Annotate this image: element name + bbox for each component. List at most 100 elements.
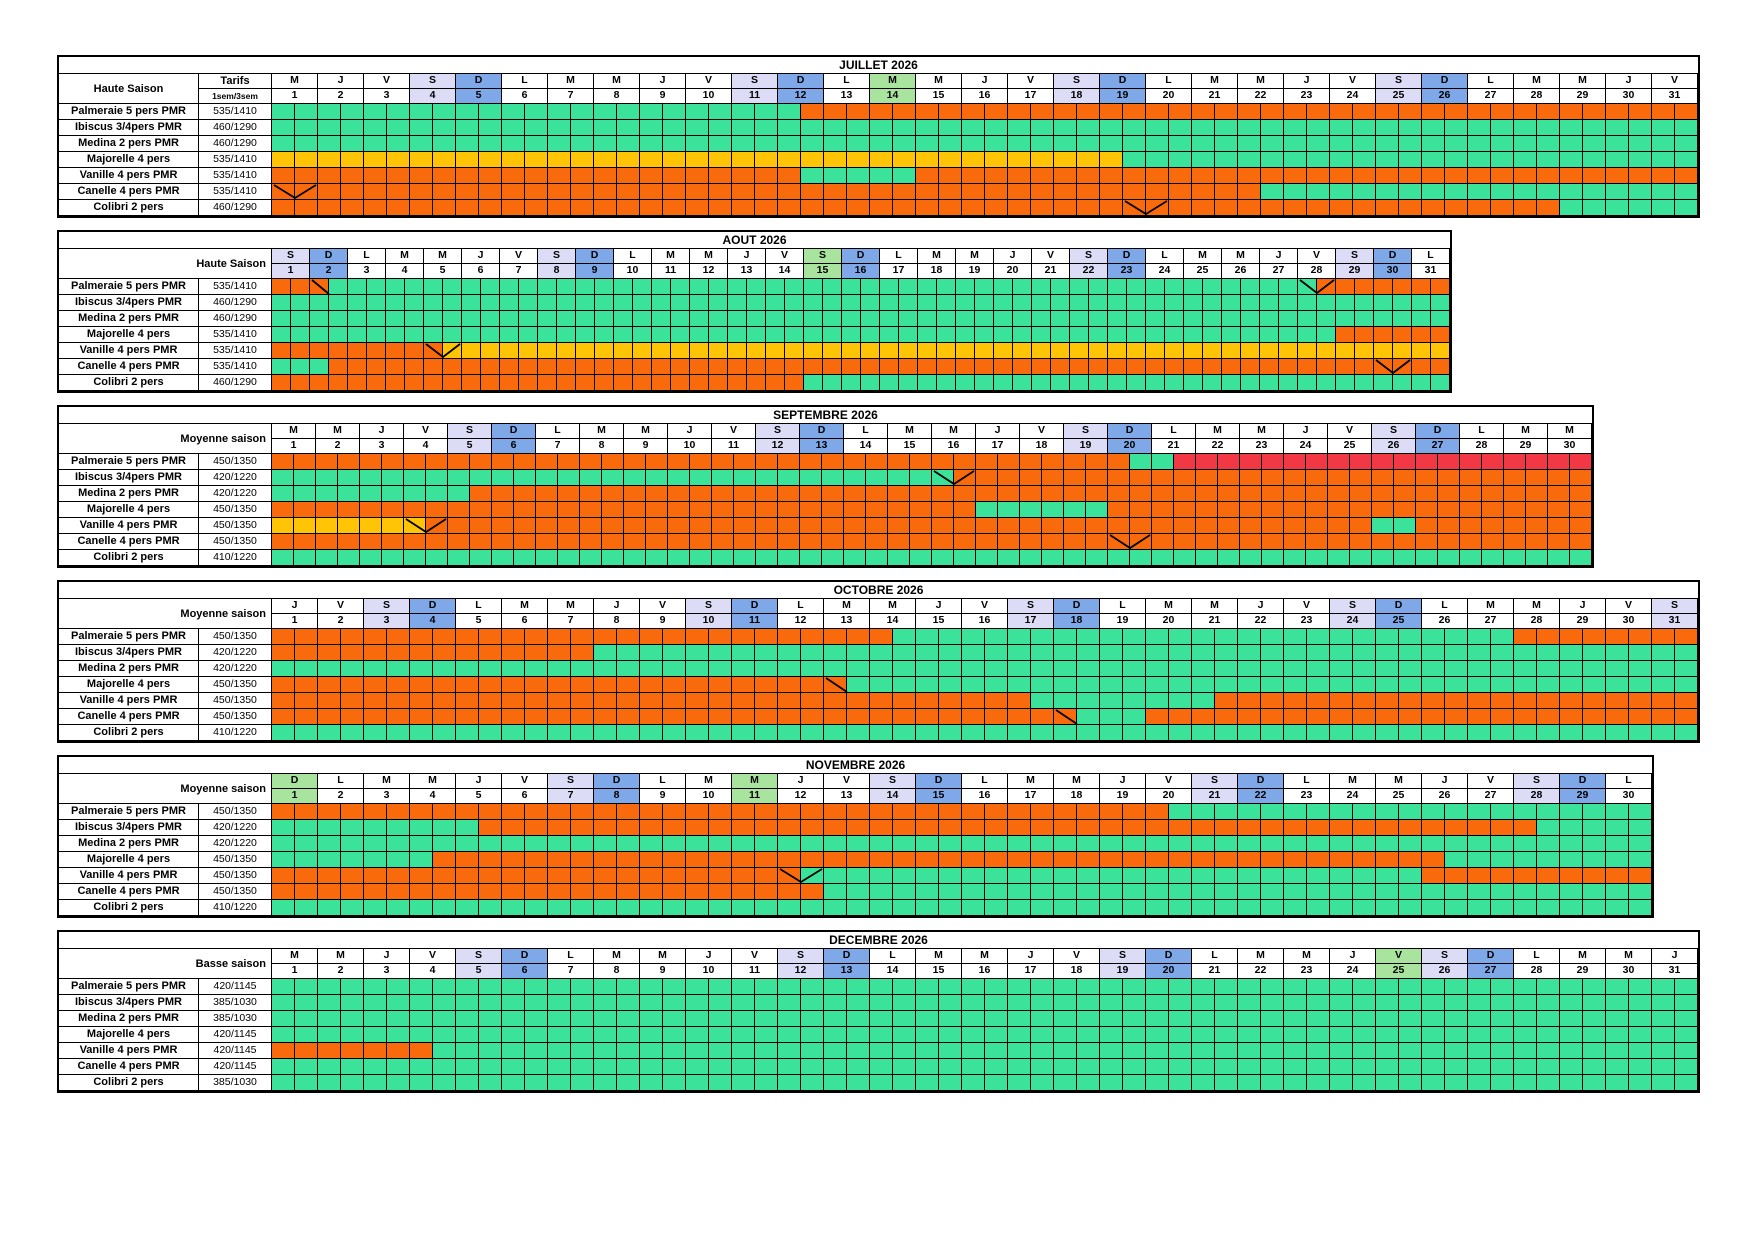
availability-half-cell-day9b[interactable] <box>663 820 686 836</box>
availability-half-cell-day7b[interactable] <box>571 1075 594 1091</box>
availability-half-cell-day17b[interactable] <box>1031 804 1054 820</box>
availability-half-cell-day22a[interactable] <box>1196 486 1218 502</box>
availability-half-cell-day22a[interactable] <box>1238 1011 1261 1027</box>
availability-half-cell-day8b[interactable] <box>617 995 640 1011</box>
availability-half-cell-day16b[interactable] <box>985 1027 1008 1043</box>
availability-half-cell-day14b[interactable] <box>866 502 888 518</box>
availability-half-cell-day30b[interactable] <box>1570 454 1592 470</box>
availability-half-cell-day11b[interactable] <box>755 200 778 216</box>
availability-half-cell-day13b[interactable] <box>847 868 870 884</box>
availability-half-cell-day22b[interactable] <box>1261 168 1284 184</box>
availability-half-cell-day2a[interactable] <box>318 995 341 1011</box>
availability-half-cell-day19a[interactable] <box>1100 995 1123 1011</box>
availability-half-cell-day14a[interactable] <box>870 836 893 852</box>
availability-half-cell-day5a[interactable] <box>456 820 479 836</box>
availability-half-cell-day2a[interactable] <box>318 629 341 645</box>
availability-half-cell-day30a[interactable] <box>1374 359 1393 375</box>
availability-half-cell-day4a[interactable] <box>410 184 433 200</box>
availability-half-cell-day2a[interactable] <box>318 136 341 152</box>
availability-half-cell-day13b[interactable] <box>847 900 870 916</box>
availability-half-cell-day4a[interactable] <box>410 645 433 661</box>
availability-half-cell-day10a[interactable] <box>686 852 709 868</box>
availability-half-cell-day11b[interactable] <box>755 884 778 900</box>
availability-half-cell-day7a[interactable] <box>548 820 571 836</box>
availability-half-cell-day20a[interactable] <box>1146 1075 1169 1091</box>
availability-half-cell-day12a[interactable] <box>778 868 801 884</box>
availability-half-cell-day25a[interactable] <box>1184 279 1203 295</box>
availability-half-cell-day18a[interactable] <box>1054 136 1077 152</box>
availability-half-cell-day17b[interactable] <box>998 502 1020 518</box>
availability-half-cell-day20a[interactable] <box>994 375 1013 391</box>
availability-half-cell-day29a[interactable] <box>1560 693 1583 709</box>
availability-half-cell-day30b[interactable] <box>1629 1011 1652 1027</box>
availability-half-cell-day28a[interactable] <box>1514 725 1537 741</box>
availability-half-cell-day25b[interactable] <box>1399 1075 1422 1091</box>
availability-half-cell-day7b[interactable] <box>571 725 594 741</box>
availability-half-cell-day15b[interactable] <box>939 677 962 693</box>
availability-half-cell-day1a[interactable] <box>272 836 295 852</box>
availability-half-cell-day26b[interactable] <box>1445 1043 1468 1059</box>
availability-half-cell-day15b[interactable] <box>939 200 962 216</box>
availability-half-cell-day25a[interactable] <box>1376 1043 1399 1059</box>
availability-half-cell-day4a[interactable] <box>410 836 433 852</box>
availability-half-cell-day5a[interactable] <box>448 486 470 502</box>
availability-half-cell-day14a[interactable] <box>844 486 866 502</box>
availability-half-cell-day7a[interactable] <box>536 470 558 486</box>
availability-half-cell-day19b[interactable] <box>1123 152 1146 168</box>
availability-half-cell-day17b[interactable] <box>1031 693 1054 709</box>
availability-half-cell-day2a[interactable] <box>318 1043 341 1059</box>
availability-half-cell-day21b[interactable] <box>1215 104 1238 120</box>
availability-half-cell-day12a[interactable] <box>778 693 801 709</box>
availability-half-cell-day3a[interactable] <box>348 343 367 359</box>
availability-half-cell-day18b[interactable] <box>1077 104 1100 120</box>
availability-half-cell-day14b[interactable] <box>893 120 916 136</box>
availability-half-cell-day3a[interactable] <box>364 104 387 120</box>
availability-half-cell-day1a[interactable] <box>272 1059 295 1075</box>
availability-half-cell-day10a[interactable] <box>686 200 709 216</box>
availability-half-cell-day27a[interactable] <box>1468 104 1491 120</box>
availability-half-cell-day1b[interactable] <box>291 359 310 375</box>
availability-half-cell-day7a[interactable] <box>500 375 519 391</box>
availability-half-cell-day1a[interactable] <box>272 884 295 900</box>
availability-half-cell-day8a[interactable] <box>594 709 617 725</box>
availability-half-cell-day13a[interactable] <box>824 693 847 709</box>
availability-half-cell-day3b[interactable] <box>387 1027 410 1043</box>
availability-half-cell-day2a[interactable] <box>310 375 329 391</box>
availability-half-cell-day4a[interactable] <box>404 502 426 518</box>
availability-half-cell-day19b[interactable] <box>1086 550 1108 566</box>
availability-half-cell-day15a[interactable] <box>916 104 939 120</box>
availability-half-cell-day3b[interactable] <box>387 1011 410 1027</box>
availability-half-cell-day6a[interactable] <box>462 295 481 311</box>
availability-half-cell-day18b[interactable] <box>1077 868 1100 884</box>
availability-half-cell-day20a[interactable] <box>1146 725 1169 741</box>
availability-half-cell-day29a[interactable] <box>1560 1043 1583 1059</box>
availability-half-cell-day5a[interactable] <box>448 470 470 486</box>
availability-half-cell-day3b[interactable] <box>382 518 404 534</box>
availability-half-cell-day3b[interactable] <box>382 486 404 502</box>
availability-half-cell-day12a[interactable] <box>778 629 801 645</box>
availability-half-cell-day2b[interactable] <box>338 534 360 550</box>
availability-half-cell-day20b[interactable] <box>1169 804 1192 820</box>
availability-half-cell-day7a[interactable] <box>536 486 558 502</box>
availability-half-cell-day6b[interactable] <box>525 979 548 995</box>
availability-half-cell-day9b[interactable] <box>646 502 668 518</box>
availability-half-cell-day12b[interactable] <box>801 1075 824 1091</box>
availability-half-cell-day1b[interactable] <box>295 836 318 852</box>
availability-half-cell-day29b[interactable] <box>1583 884 1606 900</box>
availability-half-cell-day8b[interactable] <box>617 677 640 693</box>
availability-half-cell-day10b[interactable] <box>709 884 732 900</box>
availability-half-cell-day28a[interactable] <box>1514 1043 1537 1059</box>
availability-half-cell-day31b[interactable] <box>1675 152 1698 168</box>
availability-half-cell-day4a[interactable] <box>410 1027 433 1043</box>
availability-half-cell-day1b[interactable] <box>295 677 318 693</box>
availability-half-cell-day10a[interactable] <box>614 375 633 391</box>
availability-half-cell-day29a[interactable] <box>1560 184 1583 200</box>
availability-half-cell-day29b[interactable] <box>1583 645 1606 661</box>
availability-half-cell-day3b[interactable] <box>387 820 410 836</box>
availability-half-cell-day14b[interactable] <box>893 725 916 741</box>
availability-half-cell-day30b[interactable] <box>1570 534 1592 550</box>
availability-half-cell-day19b[interactable] <box>1123 184 1146 200</box>
availability-half-cell-day31b[interactable] <box>1675 979 1698 995</box>
availability-half-cell-day6b[interactable] <box>525 900 548 916</box>
availability-half-cell-day23a[interactable] <box>1284 1043 1307 1059</box>
